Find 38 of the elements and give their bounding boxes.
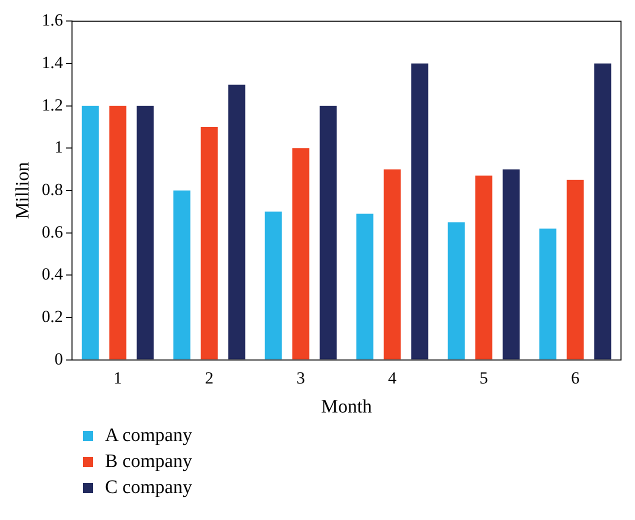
bar [384, 169, 401, 360]
legend-label: B company [105, 451, 192, 473]
bar [264, 212, 282, 360]
bar [292, 148, 310, 360]
bar [566, 180, 584, 360]
x-tick-label: 4 [388, 368, 398, 388]
y-tick-label: 0.6 [42, 222, 64, 242]
y-axis-title: Million [12, 162, 34, 220]
x-tick-label: 1 [114, 368, 122, 388]
bar [82, 106, 99, 360]
bar [109, 106, 126, 360]
y-tick-label: 1.2 [42, 95, 64, 114]
bar [173, 190, 190, 360]
bar [502, 169, 520, 360]
y-tick-label: 0.2 [42, 306, 64, 326]
y-tick-label: 0.8 [42, 180, 64, 199]
bar [320, 106, 337, 360]
bar [475, 176, 492, 360]
x-tick-label: 2 [205, 368, 214, 388]
x-tick-label: 3 [296, 368, 306, 388]
bar [356, 214, 374, 360]
bar [411, 64, 428, 360]
y-tick-label: 0.4 [42, 264, 64, 284]
x-tick-label: 5 [480, 368, 488, 388]
y-tick-label: 1.6 [42, 10, 64, 30]
bar [136, 106, 154, 360]
x-tick-label: 6 [571, 368, 580, 388]
legend-label: A company [105, 425, 192, 447]
x-axis-title: Month [321, 396, 372, 418]
bar [448, 222, 465, 360]
y-tick-label: 1 [54, 138, 64, 157]
y-tick-label: 1.4 [42, 52, 64, 72]
y-tick-label: 0 [54, 349, 64, 368]
bar [539, 228, 556, 360]
bar [594, 64, 612, 360]
bar [228, 84, 246, 360]
legend-label: C company [105, 477, 192, 499]
bar [200, 127, 218, 360]
